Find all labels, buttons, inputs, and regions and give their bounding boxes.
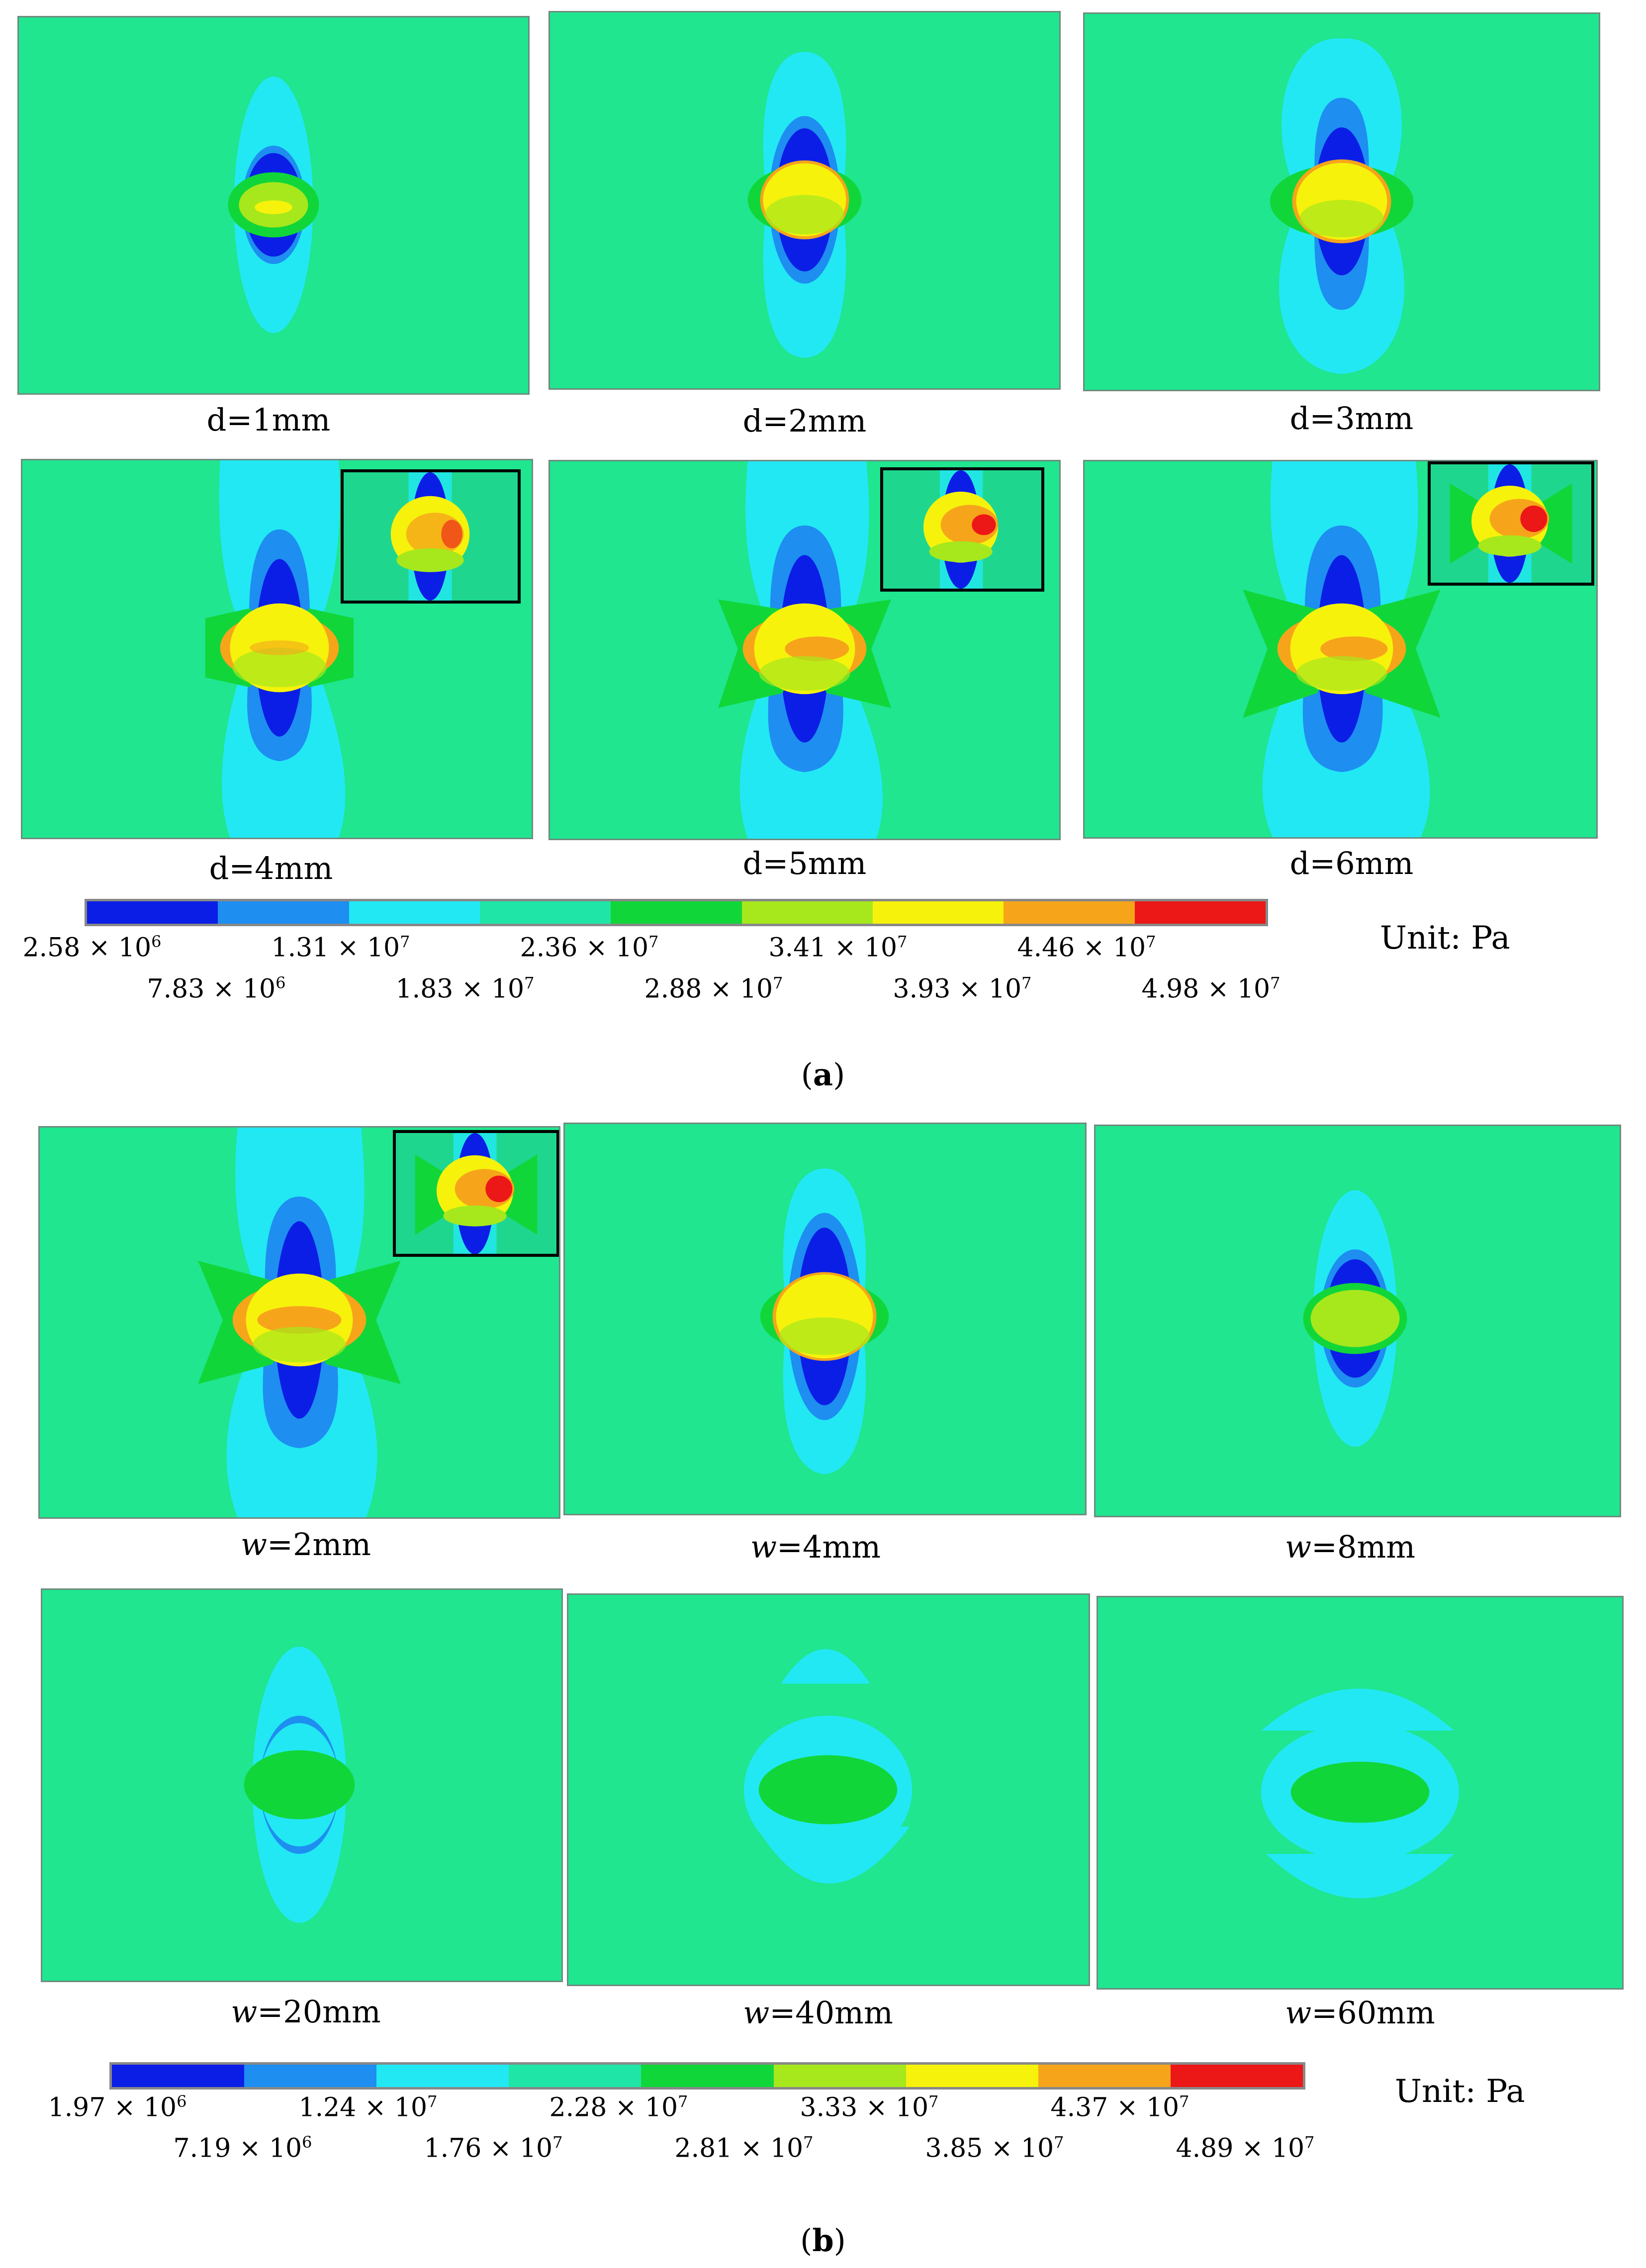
label-w4: w=4mm bbox=[641, 1529, 990, 1565]
zoom-inset-d5 bbox=[880, 467, 1044, 592]
colorbar-swatch bbox=[872, 901, 1004, 924]
colorbar-swatch bbox=[641, 2065, 774, 2087]
zoom-inset-d6 bbox=[1428, 461, 1594, 586]
colorbar-tick-label: 2.58 × 106 bbox=[22, 932, 162, 963]
contour-panel-d3 bbox=[1083, 12, 1600, 391]
colorbar-tick-label: 4.37 × 107 bbox=[1050, 2092, 1189, 2123]
colorbar-tick-label: 3.41 × 107 bbox=[768, 932, 908, 963]
colorbar-swatch bbox=[773, 2065, 906, 2087]
label-w60: w=60mm bbox=[1186, 1995, 1534, 2031]
label-d6: d=6mm bbox=[1289, 845, 1414, 881]
colorbar-tick-label: 1.31 × 107 bbox=[271, 932, 410, 963]
colorbar-tick-label: 1.83 × 107 bbox=[395, 973, 535, 1004]
caption-a: (a) bbox=[801, 1056, 845, 1093]
contour-panel-w2 bbox=[38, 1126, 560, 1519]
label-d5: d=5mm bbox=[742, 845, 867, 881]
contour-panel-w4 bbox=[563, 1123, 1087, 1515]
colorbar-tick-label: 4.46 × 107 bbox=[1017, 932, 1156, 963]
colorbar-swatch bbox=[218, 901, 349, 924]
label-w40-value: =40mm bbox=[769, 1995, 893, 2031]
colorbar-tick-label: 2.81 × 107 bbox=[674, 2133, 814, 2164]
contour-panel-w60 bbox=[1097, 1596, 1624, 1990]
colorbar-swatch bbox=[611, 901, 742, 924]
label-w2-value: =2mm bbox=[267, 1526, 371, 1563]
colorbar-swatch bbox=[479, 901, 611, 924]
colorbar-swatch bbox=[244, 2065, 377, 2087]
colorbar-tick-label: 4.89 × 107 bbox=[1176, 2133, 1315, 2164]
colorbar-swatch bbox=[1004, 901, 1135, 924]
contour-panel-d1 bbox=[17, 16, 530, 395]
label-w40-var: w bbox=[743, 1995, 770, 2031]
label-w4-value: =4mm bbox=[777, 1529, 881, 1565]
zoom-inset-w2 bbox=[393, 1130, 559, 1257]
colorbar-swatch bbox=[1038, 2065, 1171, 2087]
label-w60-value: =60mm bbox=[1311, 1995, 1435, 2031]
unit-label-b: Unit: Pa bbox=[1395, 2073, 1525, 2110]
colorbar-tick-label: 3.85 × 107 bbox=[925, 2133, 1064, 2164]
colorbar-tick-label: 7.83 × 106 bbox=[147, 973, 286, 1004]
colorbar-tick-label: 3.33 × 107 bbox=[800, 2092, 939, 2123]
colorbar-tick-label: 1.97 × 106 bbox=[48, 2092, 187, 2123]
colorbar-swatch bbox=[349, 901, 480, 924]
label-w20-value: =20mm bbox=[257, 1994, 381, 2030]
colorbar-tick-label: 1.76 × 107 bbox=[424, 2133, 563, 2164]
label-w60-var: w bbox=[1285, 1995, 1312, 2031]
colorbar-swatch bbox=[906, 2065, 1038, 2087]
contour-panel-d5 bbox=[549, 460, 1061, 840]
label-d2: d=2mm bbox=[742, 403, 867, 439]
caption-b-letter: b bbox=[812, 2222, 834, 2259]
colorbar-tick-label: 7.19 × 106 bbox=[173, 2133, 312, 2164]
colorbar-swatch bbox=[741, 901, 873, 924]
colorbar-swatch bbox=[509, 2065, 641, 2087]
colorbar-tick-label: 2.36 × 107 bbox=[520, 932, 659, 963]
contour-panel-d2 bbox=[549, 11, 1061, 390]
caption-a-letter: a bbox=[813, 1056, 833, 1093]
label-w40: w=40mm bbox=[644, 1995, 992, 2031]
contour-panel-w20 bbox=[41, 1588, 563, 1982]
colorbar-tick-label: 1.24 × 107 bbox=[298, 2092, 438, 2123]
label-w2: w=2mm bbox=[132, 1526, 480, 1563]
label-w20-var: w bbox=[231, 1994, 258, 2030]
label-w8-value: =8mm bbox=[1311, 1529, 1416, 1565]
unit-label-a: Unit: Pa bbox=[1380, 920, 1510, 957]
colorbar-b bbox=[109, 2062, 1305, 2090]
caption-b: (b) bbox=[800, 2222, 846, 2259]
contour-panel-d6 bbox=[1083, 460, 1598, 839]
colorbar-a bbox=[85, 899, 1268, 926]
colorbar-swatch bbox=[376, 2065, 509, 2087]
colorbar-tick-label: 2.28 × 107 bbox=[549, 2092, 688, 2123]
colorbar-tick-label: 3.93 × 107 bbox=[893, 973, 1032, 1004]
contour-panel-d4 bbox=[21, 459, 533, 839]
colorbar-swatch bbox=[1134, 901, 1266, 924]
label-d4: d=4mm bbox=[209, 850, 333, 886]
label-w8: w=8mm bbox=[1176, 1529, 1524, 1565]
contour-panel-w40 bbox=[567, 1593, 1090, 1986]
label-w4-var: w bbox=[750, 1529, 777, 1565]
colorbar-swatch bbox=[87, 901, 218, 924]
colorbar-tick-label: 2.88 × 107 bbox=[644, 973, 783, 1004]
label-w2-var: w bbox=[240, 1526, 268, 1563]
colorbar-swatch bbox=[1170, 2065, 1303, 2087]
colorbar-tick-label: 4.98 × 107 bbox=[1141, 973, 1280, 1004]
colorbar-swatch bbox=[112, 2065, 245, 2087]
label-d1: d=1mm bbox=[206, 402, 331, 438]
zoom-inset-d4 bbox=[341, 469, 521, 604]
contour-panel-w8 bbox=[1094, 1125, 1621, 1517]
label-w20: w=20mm bbox=[132, 1994, 480, 2030]
label-d3: d=3mm bbox=[1289, 400, 1414, 436]
label-w8-var: w bbox=[1284, 1529, 1312, 1565]
